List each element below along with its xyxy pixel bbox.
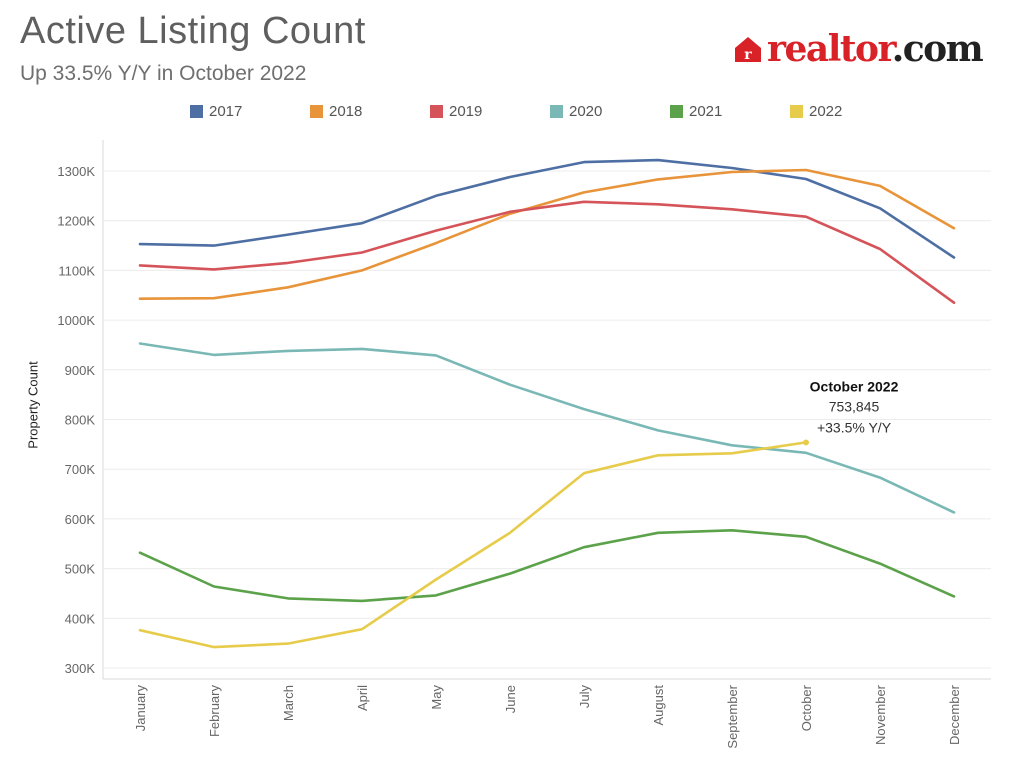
svg-text:r: r xyxy=(744,47,752,63)
y-tick-label: 1300K xyxy=(57,164,95,179)
x-tick-label: October xyxy=(799,684,814,731)
legend-label: 2017 xyxy=(209,102,243,120)
annotation-title: October 2022 xyxy=(810,378,899,394)
x-tick-label: November xyxy=(873,684,888,745)
y-tick-label: 600K xyxy=(65,512,96,527)
legend-label: 2019 xyxy=(449,102,483,120)
legend-item-2022: 2022 xyxy=(790,101,910,121)
legend-item-2018: 2018 xyxy=(310,101,430,121)
x-tick-label: June xyxy=(503,685,518,713)
legend-label: 2022 xyxy=(809,102,843,120)
x-tick-label: December xyxy=(947,684,962,745)
x-tick-label: September xyxy=(725,684,740,748)
y-tick-label: 900K xyxy=(65,363,96,378)
brand-wordmark: realtor.com xyxy=(767,28,984,70)
y-tick-label: 1100K xyxy=(58,263,95,278)
realtor-logo: r realtor.com xyxy=(733,28,984,70)
series-line-2020 xyxy=(138,342,956,514)
series-line-2019 xyxy=(138,200,956,304)
y-tick-label: 400K xyxy=(65,611,96,626)
y-axis-label: Property Count xyxy=(25,361,41,449)
legend-label: 2018 xyxy=(329,102,363,120)
y-tick-label: 1200K xyxy=(57,214,95,229)
y-tick-label: 1000K xyxy=(57,313,95,328)
brand-text-main: realtor xyxy=(767,28,893,70)
chart-subtitle: Up 33.5% Y/Y in October 2022 xyxy=(20,62,307,85)
y-tick-label: 500K xyxy=(65,562,96,577)
x-tick-label: January xyxy=(133,685,148,732)
legend-item-2019: 2019 xyxy=(430,101,550,121)
series-line-2018 xyxy=(138,168,956,300)
x-tick-label: July xyxy=(577,685,592,709)
legend-label: 2021 xyxy=(689,102,723,120)
legend-swatch xyxy=(430,104,443,118)
x-tick-label: April xyxy=(355,685,370,711)
x-tick-label: March xyxy=(281,685,296,721)
y-tick-label: 800K xyxy=(65,413,96,428)
x-tick-label: August xyxy=(651,685,666,726)
legend-swatch xyxy=(550,104,563,118)
brand-text-suffix: .com xyxy=(891,28,984,70)
annotation-value: 753,845 xyxy=(829,398,880,414)
legend-item-2021: 2021 xyxy=(670,101,790,121)
series-line-2017 xyxy=(138,158,956,259)
legend-item-2017: 2017 xyxy=(190,101,310,121)
annotation-change: +33.5% Y/Y xyxy=(817,419,892,435)
x-tick-label: May xyxy=(429,685,444,710)
realtor-house-icon: r xyxy=(735,37,761,63)
legend-swatch xyxy=(670,104,683,118)
y-tick-label: 300K xyxy=(65,661,96,676)
annotation-point xyxy=(803,439,809,446)
legend-label: 2020 xyxy=(569,102,603,120)
legend-swatch xyxy=(190,104,203,118)
x-tick-label: February xyxy=(207,685,222,738)
legend-swatch xyxy=(790,104,803,118)
y-tick-label: 700K xyxy=(65,462,96,477)
chart-legend: 2017 2018 2019 2020 2021 2022 xyxy=(190,101,910,121)
chart-title: Active Listing Count xyxy=(20,10,366,52)
legend-item-2020: 2020 xyxy=(550,101,670,121)
series-line-2021 xyxy=(138,529,956,603)
legend-swatch xyxy=(310,104,323,118)
series-line-2022 xyxy=(138,441,808,649)
